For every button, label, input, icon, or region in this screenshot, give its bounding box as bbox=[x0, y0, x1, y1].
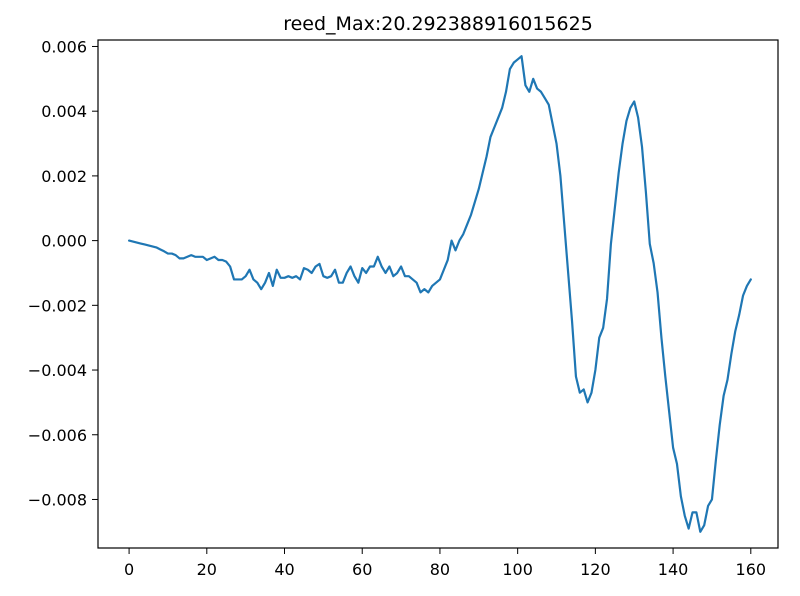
series-line bbox=[127, 55, 752, 533]
x-axis: 0 20 40 60 80 100 120 140 160 bbox=[124, 548, 766, 579]
x-tick-label: 80 bbox=[430, 560, 450, 579]
y-tick-label: 0.002 bbox=[41, 167, 87, 186]
plot-area-frame bbox=[97, 39, 779, 549]
series-layer bbox=[127, 55, 752, 533]
x-tick-label: 120 bbox=[580, 560, 611, 579]
x-tick-label: 100 bbox=[502, 560, 533, 579]
x-tick-label: 0 bbox=[124, 560, 134, 579]
x-tick-label: 40 bbox=[274, 560, 294, 579]
x-tick-label: 20 bbox=[197, 560, 217, 579]
chart-title: reed_Max:20.292388916015625 bbox=[283, 13, 593, 35]
y-tick-label: −0.004 bbox=[28, 361, 87, 380]
x-tick-label: 160 bbox=[736, 560, 767, 579]
y-tick-label: 0.000 bbox=[41, 232, 87, 251]
y-axis: −0.008 −0.006 −0.004 −0.002 0.000 0.002 0.004 0… bbox=[28, 37, 98, 509]
y-tick-label: 0.006 bbox=[41, 37, 87, 56]
y-tick-label: −0.006 bbox=[28, 426, 87, 445]
y-tick-label: −0.008 bbox=[28, 490, 87, 509]
x-tick-label: 60 bbox=[352, 560, 372, 579]
y-tick-label: −0.002 bbox=[28, 296, 87, 315]
x-tick-label: 140 bbox=[658, 560, 689, 579]
y-tick-label: 0.004 bbox=[41, 102, 87, 121]
